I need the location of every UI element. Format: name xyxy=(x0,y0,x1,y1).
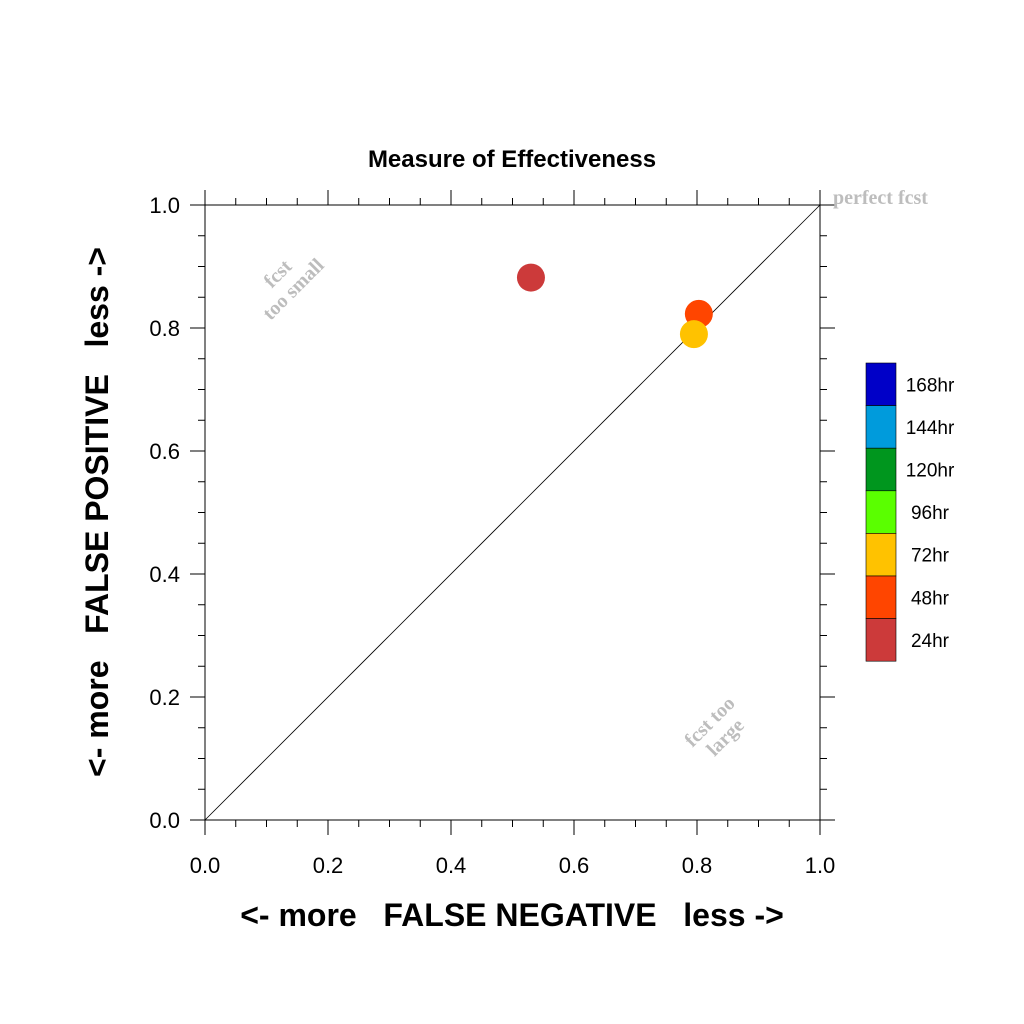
x-tick-label: 1.0 xyxy=(805,853,836,878)
y-tick-label: 0.6 xyxy=(149,439,180,464)
x-tick-label: 0.2 xyxy=(313,853,344,878)
legend-swatch-24hr xyxy=(865,618,897,662)
legend-label-96hr: 96hr xyxy=(911,503,950,524)
x-tick-label: 0.4 xyxy=(436,853,467,878)
y-tick-label: 0.2 xyxy=(149,685,180,710)
legend: 168hr 144hr 120hr 96hr 72hr 48hr 24hr xyxy=(865,362,955,662)
major-ticks xyxy=(190,190,835,835)
too-large-annotation: fcst too large xyxy=(680,692,748,760)
legend-label-168hr: 168hr xyxy=(906,375,955,396)
data-point-24hr xyxy=(516,263,545,292)
legend-label-48hr: 48hr xyxy=(911,588,950,609)
x-tick-label: 0.8 xyxy=(682,853,713,878)
legend-swatch-144hr xyxy=(865,405,897,449)
data-points xyxy=(516,263,713,349)
legend-label-72hr: 72hr xyxy=(911,546,950,567)
x-axis-label: <- more FALSE NEGATIVE less -> xyxy=(240,897,784,933)
legend-swatch-48hr xyxy=(865,575,897,619)
y-tick-label: 0.0 xyxy=(149,808,180,833)
legend-label-144hr: 144hr xyxy=(906,418,955,439)
legend-swatch-168hr xyxy=(865,362,897,406)
legend-label-24hr: 24hr xyxy=(911,631,950,652)
y-tick-label: 0.8 xyxy=(149,316,180,341)
x-tick-label: 0.0 xyxy=(190,853,221,878)
data-point-72hr xyxy=(679,320,708,349)
y-axis-label: <- more FALSE POSITIVE less -> xyxy=(79,247,115,777)
legend-swatch-72hr xyxy=(865,533,897,577)
too-small-annotation-line2: too small xyxy=(258,254,328,324)
diagonal-reference-line xyxy=(204,204,821,821)
y-tick-label: 1.0 xyxy=(149,193,180,218)
y-tick-label: 0.4 xyxy=(149,562,180,587)
legend-swatch-96hr xyxy=(865,490,897,534)
y-tick-labels: 0.0 0.2 0.4 0.6 0.8 1.0 xyxy=(149,193,180,833)
perfect-forecast-annotation: perfect fcst xyxy=(833,187,928,209)
minor-ticks xyxy=(198,198,827,827)
chart-title: Measure of Effectiveness xyxy=(368,146,656,173)
x-tick-label: 0.6 xyxy=(559,853,590,878)
legend-swatch-120hr xyxy=(865,447,897,492)
legend-label-120hr: 120hr xyxy=(906,461,955,482)
too-small-annotation: fcst too small xyxy=(258,254,328,324)
x-tick-labels: 0.0 0.2 0.4 0.6 0.8 1.0 xyxy=(190,853,836,878)
